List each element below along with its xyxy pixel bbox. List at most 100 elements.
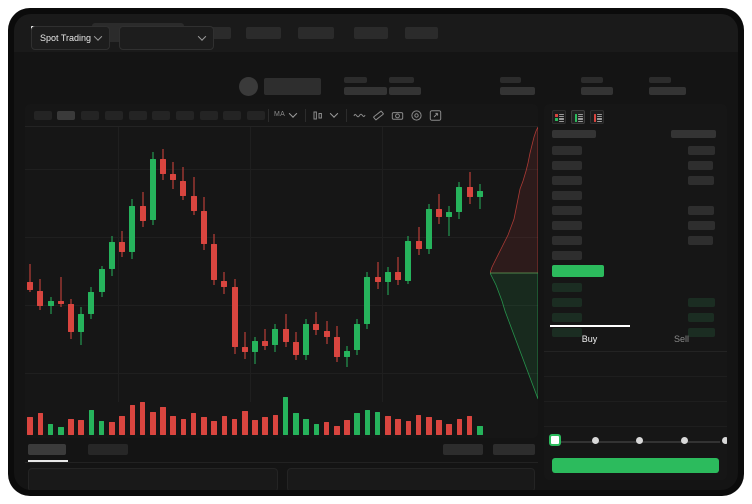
volume-bar: [313, 423, 320, 435]
slider-stop-75[interactable]: [681, 437, 688, 444]
orderbook-ask-price[interactable]: [552, 251, 582, 260]
orderbook-toggle-both[interactable]: [552, 110, 566, 124]
orders-panel: [25, 442, 538, 490]
slider-stop-100[interactable]: [722, 437, 727, 444]
tab-sell-label: Sell: [673, 334, 689, 344]
nav-item-5[interactable]: [405, 27, 438, 39]
orderbook-ask-price[interactable]: [552, 146, 582, 155]
chevron-down-icon[interactable]: [329, 109, 339, 118]
volume-bar: [466, 416, 473, 435]
trading-mode-label: Spot Trading: [39, 33, 92, 43]
nav-item-3[interactable]: [298, 27, 334, 39]
ruler-measure-icon[interactable]: [372, 109, 385, 122]
orderbook-ask-price[interactable]: [552, 161, 582, 170]
orderbook-bid-price[interactable]: [552, 283, 582, 292]
orderbook-header-price: [552, 130, 596, 138]
bottom-card-left[interactable]: [28, 468, 278, 490]
candle: [252, 127, 258, 389]
candle: [129, 127, 136, 389]
candle: [354, 127, 361, 389]
camera-snapshot-icon[interactable]: [391, 109, 404, 122]
place-buy-order-button[interactable]: [552, 458, 719, 473]
bottom-card-right[interactable]: [287, 468, 535, 490]
orderbook-ask-price[interactable]: [552, 206, 582, 215]
order-price-field[interactable]: [544, 352, 727, 377]
order-amount-field[interactable]: [544, 377, 727, 402]
slider-stop-25[interactable]: [592, 437, 599, 444]
trading-pair-select[interactable]: [119, 26, 214, 50]
orderbook-bid-price[interactable]: [552, 328, 582, 337]
chart-type-icon[interactable]: [312, 109, 325, 122]
stat-volume-24h: [649, 77, 686, 95]
orderbook-ask-amount[interactable]: [688, 176, 714, 185]
tab-buy[interactable]: Buy: [544, 326, 635, 352]
fullscreen-icon[interactable]: [429, 109, 442, 122]
orderbook-toggle-asks[interactable]: [590, 110, 604, 124]
volume-bar: [221, 416, 228, 435]
slider-handle[interactable]: [549, 434, 561, 446]
volume-bar: [354, 413, 361, 435]
orderbook-ask-amount[interactable]: [688, 146, 715, 155]
candle: [364, 127, 371, 389]
timeframe-button-10[interactable]: [247, 111, 265, 120]
orderbook-ask-price[interactable]: [552, 191, 582, 200]
volume-bar: [27, 417, 33, 435]
orderbook-bid-price[interactable]: [552, 298, 582, 307]
stat-high-24h: [500, 77, 535, 95]
timeframe-button-5[interactable]: [129, 111, 147, 120]
orderbook-ask-amount[interactable]: [688, 161, 713, 170]
nav-item-2[interactable]: [246, 27, 281, 39]
volume-bar: [47, 423, 54, 435]
orderbook-bid-amount[interactable]: [688, 298, 715, 307]
orderbook-ask-amount[interactable]: [688, 206, 714, 215]
candle: [190, 127, 197, 389]
trading-mode-select[interactable]: Spot Trading: [31, 26, 110, 50]
timeframe-button-3[interactable]: [81, 111, 99, 120]
orderbook-ask-price[interactable]: [552, 236, 582, 245]
candle: [47, 127, 54, 389]
timeframe-button-7[interactable]: [176, 111, 194, 120]
slider-stop-50[interactable]: [636, 437, 643, 444]
chart-plot-area[interactable]: [25, 127, 538, 438]
orderbook-bid-price[interactable]: [552, 313, 582, 322]
candle: [456, 127, 463, 389]
candle: [333, 127, 340, 389]
bottom-tab-order-history[interactable]: [88, 444, 128, 455]
timeframe-button-6[interactable]: [152, 111, 170, 120]
volume-bar: [119, 416, 125, 435]
bottom-tab-open-orders[interactable]: [28, 444, 66, 455]
bottom-action-1[interactable]: [443, 444, 483, 455]
volume-bar: [160, 407, 166, 435]
timeframe-button-1[interactable]: [34, 111, 52, 120]
orderbook-ask-price[interactable]: [552, 176, 582, 185]
price-chart-panel: MA: [25, 104, 538, 438]
stat-low-24h: [581, 77, 613, 95]
timeframe-button-9[interactable]: [223, 111, 241, 120]
bottom-action-2[interactable]: [493, 444, 535, 455]
orderbook-ask-amount[interactable]: [688, 236, 713, 245]
chevron-down-icon[interactable]: [288, 109, 298, 118]
tab-sell[interactable]: Sell: [636, 326, 727, 352]
orderbook-ask-amount[interactable]: [688, 221, 715, 230]
orderbook-bid-amount[interactable]: [688, 313, 714, 322]
volume-bar: [262, 417, 269, 435]
nav-item-4[interactable]: [354, 27, 388, 39]
stat-last-price: [344, 77, 387, 95]
candle: [149, 127, 156, 389]
timeframe-button-4[interactable]: [105, 111, 123, 120]
chevron-down-icon: [197, 32, 207, 41]
candle: [108, 127, 115, 389]
indicator-ma-label[interactable]: MA: [274, 111, 286, 118]
gear-settings-icon[interactable]: [410, 109, 423, 122]
orderbook-ask-price[interactable]: [552, 221, 582, 230]
orderbook-bid-amount[interactable]: [688, 328, 715, 337]
timeframe-button-2[interactable]: [57, 111, 75, 120]
order-total-field[interactable]: [544, 402, 727, 427]
orderbook-toggle-bids[interactable]: [571, 110, 585, 124]
volume-bar: [436, 419, 442, 435]
wave-indicator-icon[interactable]: [353, 109, 366, 122]
orderbook-header-amount: [671, 130, 716, 138]
volume-bar: [477, 426, 483, 435]
volume-bar: [415, 414, 422, 435]
timeframe-button-8[interactable]: [200, 111, 218, 120]
